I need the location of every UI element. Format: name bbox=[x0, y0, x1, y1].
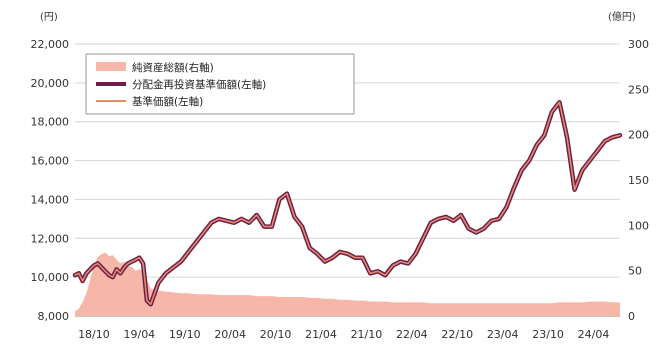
x-axis-tick-label: 24/04 bbox=[578, 328, 610, 341]
x-axis-ticks: 18/10 19/04 19/10 20/04 20/10 21/04 21/10 22/04… bbox=[78, 328, 609, 341]
right-axis-ticks: 0 50 100 150 200 250 300 bbox=[628, 38, 649, 323]
x-axis-tick-label: 20/10 bbox=[260, 328, 292, 341]
net-assets-area bbox=[75, 252, 620, 316]
legend: 純資産総額(右軸) 分配金再投資基準価額(左軸) 基準価額(左軸) bbox=[85, 53, 355, 115]
right-axis-tick-label: 0 bbox=[628, 310, 635, 323]
x-axis-tick-label: 23/04 bbox=[487, 328, 519, 341]
x-axis-tick-label: 18/10 bbox=[78, 328, 110, 341]
left-axis-tick-label: 18,000 bbox=[31, 116, 70, 129]
x-axis-tick-label: 21/10 bbox=[351, 328, 383, 341]
right-axis-tick-label: 50 bbox=[628, 265, 642, 278]
left-axis-tick-label: 14,000 bbox=[31, 193, 70, 206]
right-axis-tick-label: 300 bbox=[628, 38, 649, 51]
x-axis-tick-label: 22/04 bbox=[396, 328, 428, 341]
right-axis-unit: (億円) bbox=[608, 10, 636, 23]
right-axis-tick-label: 100 bbox=[628, 219, 649, 232]
price-lines-layer bbox=[72, 100, 623, 307]
left-axis-tick-label: 8,000 bbox=[38, 310, 70, 323]
left-axis-tick-label: 22,000 bbox=[31, 38, 70, 51]
left-axis-tick-label: 10,000 bbox=[31, 271, 70, 284]
left-axis-unit: (円) bbox=[40, 12, 58, 23]
left-axis-tick-label: 16,000 bbox=[31, 155, 70, 168]
right-axis-tick-label: 150 bbox=[628, 174, 649, 187]
x-axis-tick-label: 19/10 bbox=[169, 328, 201, 341]
x-axis-tick-label: 20/04 bbox=[214, 328, 246, 341]
reinvested-nav-line bbox=[72, 100, 623, 307]
nav-line bbox=[74, 101, 621, 306]
x-axis-tick-label: 19/04 bbox=[123, 328, 155, 341]
x-axis-tick-label: 23/10 bbox=[532, 328, 564, 341]
legend-box bbox=[85, 53, 355, 115]
right-axis-tick-label: 200 bbox=[628, 129, 649, 142]
legend-label-nav: 基準価額(左軸) bbox=[132, 95, 203, 108]
x-axis-tick-label: 22/10 bbox=[441, 328, 473, 341]
left-axis-ticks: 8,000 10,000 12,000 14,000 16,000 18,000 20,00… bbox=[31, 38, 70, 323]
right-axis-tick-label: 250 bbox=[628, 83, 649, 96]
x-axis-tick-label: 21/04 bbox=[305, 328, 337, 341]
legend-label-reinvested-nav: 分配金再投資基準価額(左軸) bbox=[132, 78, 266, 91]
legend-label-net-assets: 純資産総額(右軸) bbox=[132, 61, 214, 74]
left-axis-tick-label: 12,000 bbox=[31, 232, 70, 245]
left-axis-tick-label: 20,000 bbox=[31, 77, 70, 90]
net-assets-area-layer bbox=[75, 252, 620, 316]
legend-swatch-net-assets bbox=[96, 62, 126, 71]
